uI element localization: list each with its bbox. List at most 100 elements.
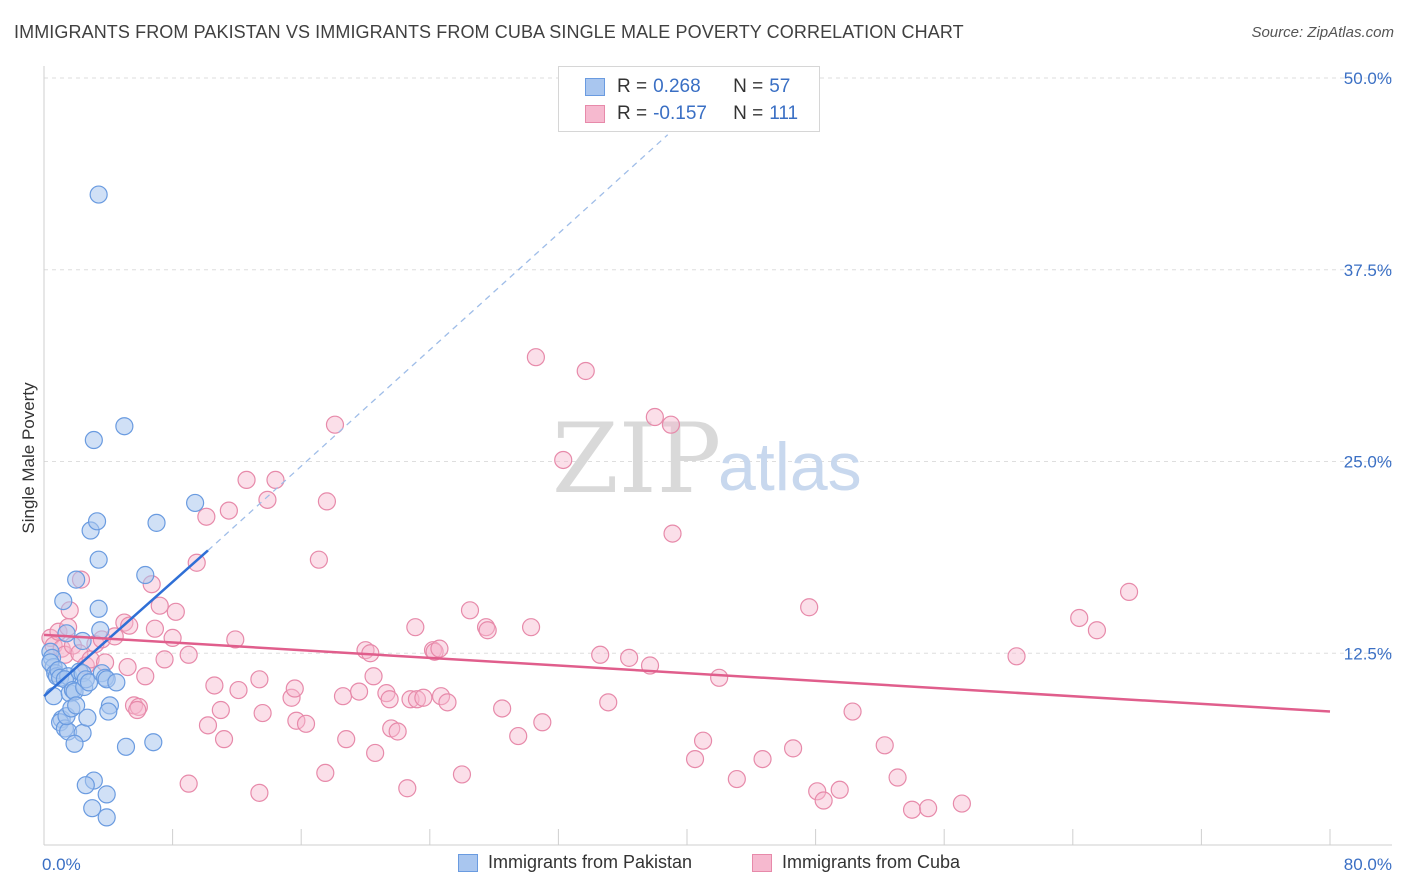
cuba-point	[250, 783, 269, 802]
cuba-point	[219, 501, 238, 520]
r-label: R =	[617, 103, 648, 124]
pakistan-point	[144, 733, 163, 752]
cuba-point	[364, 667, 383, 686]
cuba-point	[952, 794, 971, 813]
source-label: Source: ZipAtlas.com	[1251, 24, 1394, 41]
pakistan-legend-swatch	[458, 853, 478, 872]
cuba-point	[875, 736, 894, 755]
r-value: -0.157	[653, 103, 707, 124]
cuba-point	[591, 645, 610, 664]
cuba-point	[187, 553, 206, 572]
r-label: R =	[617, 76, 648, 97]
cuba-point	[166, 602, 185, 621]
pakistan-swatch	[585, 78, 605, 96]
cuba-point	[226, 630, 245, 649]
pakistan-point	[76, 776, 95, 795]
cuba-point	[197, 507, 216, 526]
cuba-point	[425, 642, 444, 661]
pakistan-point	[87, 512, 107, 531]
cuba-point	[430, 639, 449, 658]
n-value: 111	[769, 103, 799, 124]
pakistan-point	[73, 631, 92, 651]
cuba-point	[118, 657, 137, 677]
cuba-point	[1070, 608, 1089, 628]
grid-lines	[44, 77, 1392, 654]
cuba-point	[309, 550, 328, 569]
cuba-point	[888, 768, 907, 787]
y-tick-label-1: 25.0%	[1344, 453, 1392, 472]
cuba-point	[1007, 647, 1026, 666]
watermark-zip: ZIP	[552, 403, 721, 515]
pakistan-point	[78, 708, 97, 727]
cuba-point	[663, 524, 682, 543]
cuba-point	[237, 470, 256, 490]
pakistan-trend-extension	[207, 134, 669, 551]
x-tick-label-0: 0.0%	[42, 855, 81, 874]
legend-label-cuba: Immigrants from Cuba	[782, 852, 961, 872]
cuba-point	[460, 601, 480, 620]
axes	[43, 66, 1392, 846]
cuba-point	[407, 690, 427, 709]
cuba-point	[266, 470, 285, 490]
cuba-point	[830, 780, 849, 799]
cuba-point	[476, 618, 496, 637]
cuba-point	[693, 731, 713, 750]
cuba-point	[1119, 582, 1139, 601]
pakistan-point	[89, 550, 108, 569]
cuba-point	[325, 415, 345, 434]
pakistan-trend-line	[43, 549, 209, 698]
cuba-point	[710, 668, 729, 687]
cuba-point	[366, 743, 385, 763]
cuba-point	[296, 714, 316, 733]
r-value: 0.268	[653, 76, 701, 97]
cuba-point	[136, 667, 155, 686]
pakistan-point	[65, 734, 84, 753]
cuba-point	[179, 645, 198, 664]
cuba-point	[253, 703, 272, 723]
cuba-point	[285, 679, 304, 698]
cuba-point	[229, 680, 248, 700]
pakistan-point	[91, 621, 110, 640]
cuba-points	[41, 348, 1139, 819]
x-tick-label-1: 80.0%	[1344, 855, 1392, 874]
tick-labels: 12.5% 25.0% 37.5% 50.0% 0.0% 80.0%	[42, 69, 1392, 874]
legend-item-pakistan[interactable]: Immigrants from Pakistan	[458, 852, 692, 873]
cuba-point	[727, 769, 746, 789]
cuba-point	[554, 450, 573, 470]
cuba-point	[753, 749, 772, 769]
pakistan-point	[54, 591, 73, 611]
cuba-point	[661, 415, 681, 434]
y-tick-label-0: 12.5%	[1344, 644, 1392, 663]
y-tick-label-3: 50.0%	[1344, 69, 1392, 88]
cuba-point	[316, 763, 335, 783]
cuba-point	[214, 730, 234, 749]
pakistan-point	[89, 185, 108, 204]
legend-row-pakistan: R = 0.268 N = 57	[585, 73, 790, 101]
pakistan-point	[67, 696, 86, 715]
cuba-point	[783, 739, 803, 758]
cuba-point	[452, 765, 472, 784]
pakistan-point	[136, 565, 155, 585]
cuba-point	[509, 726, 528, 746]
cuba-point	[438, 693, 457, 712]
cuba-point	[521, 618, 541, 637]
cuba-point	[388, 722, 407, 741]
cuba-point	[128, 700, 147, 720]
n-label: N =	[733, 76, 764, 97]
cuba-point	[333, 687, 353, 706]
cuba-point	[115, 613, 134, 632]
chart-title: IMMIGRANTS FROM PAKISTAN VS IMMIGRANTS F…	[14, 22, 964, 42]
pakistan-point	[97, 808, 116, 827]
pakistan-point	[147, 513, 166, 532]
cuba-point	[808, 782, 827, 801]
cuba-point	[414, 688, 433, 707]
cuba-point	[398, 779, 417, 798]
cuba-point	[120, 616, 139, 635]
legend-row-cuba: R = -0.157 N = 111	[585, 100, 798, 128]
cuba-point	[478, 621, 497, 640]
legend-label-pakistan: Immigrants from Pakistan	[488, 852, 693, 872]
pakistan-point	[89, 599, 108, 618]
cuba-point	[919, 799, 938, 818]
y-tick-label-2: 37.5%	[1344, 261, 1392, 280]
legend-item-cuba[interactable]: Immigrants from Cuba	[752, 852, 960, 873]
